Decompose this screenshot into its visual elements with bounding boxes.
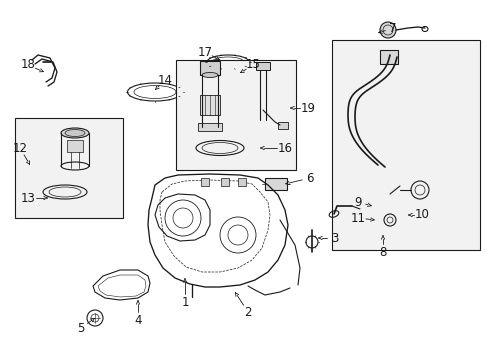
Text: 7: 7 [388, 22, 396, 35]
Text: 11: 11 [350, 211, 365, 225]
Text: 10: 10 [414, 208, 428, 221]
Text: 1: 1 [181, 296, 188, 309]
FancyBboxPatch shape [200, 95, 220, 115]
Text: 14: 14 [157, 73, 172, 86]
Text: 2: 2 [244, 306, 251, 319]
FancyBboxPatch shape [200, 61, 220, 75]
Text: 13: 13 [20, 192, 35, 204]
Text: 5: 5 [77, 321, 84, 334]
Text: 4: 4 [134, 314, 142, 327]
FancyBboxPatch shape [15, 118, 123, 218]
FancyBboxPatch shape [198, 123, 222, 131]
FancyBboxPatch shape [201, 178, 208, 186]
Text: 3: 3 [331, 231, 338, 244]
Text: 18: 18 [20, 58, 35, 72]
FancyBboxPatch shape [278, 122, 287, 129]
Text: 17: 17 [197, 45, 212, 58]
Circle shape [379, 22, 395, 38]
Text: 15: 15 [245, 58, 260, 72]
FancyBboxPatch shape [379, 50, 397, 64]
Text: 12: 12 [13, 141, 27, 154]
Ellipse shape [202, 72, 218, 77]
Text: 8: 8 [379, 246, 386, 258]
FancyBboxPatch shape [256, 62, 269, 70]
Text: 6: 6 [305, 171, 313, 184]
FancyBboxPatch shape [264, 178, 286, 190]
Text: 16: 16 [277, 141, 292, 154]
Text: 19: 19 [300, 102, 315, 114]
FancyBboxPatch shape [331, 40, 479, 250]
Ellipse shape [65, 130, 85, 136]
FancyBboxPatch shape [176, 60, 295, 170]
FancyBboxPatch shape [238, 178, 245, 186]
Ellipse shape [61, 128, 89, 138]
Text: 9: 9 [353, 195, 361, 208]
FancyBboxPatch shape [67, 140, 83, 152]
FancyBboxPatch shape [221, 178, 228, 186]
